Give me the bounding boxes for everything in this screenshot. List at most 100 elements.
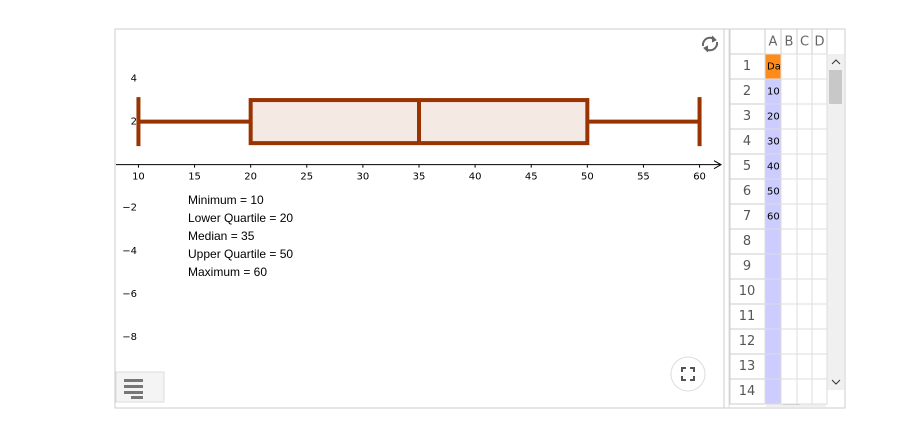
row-header-label: 2 xyxy=(743,84,751,99)
y-tick-label: −2 xyxy=(122,203,137,214)
cell[interactable] xyxy=(811,353,828,380)
y-tick-label: 4 xyxy=(131,74,137,85)
cell-text: 40 xyxy=(767,162,780,173)
cell[interactable] xyxy=(811,253,828,280)
cell[interactable] xyxy=(796,278,813,305)
cell[interactable] xyxy=(764,328,782,355)
column-header-label: B xyxy=(785,35,794,50)
cell[interactable] xyxy=(811,103,828,130)
annotation: Maximum = 60 xyxy=(188,265,267,279)
cell[interactable] xyxy=(780,228,798,255)
keyboard-button[interactable] xyxy=(115,371,165,403)
cell[interactable] xyxy=(780,128,798,155)
cell-text: 10 xyxy=(767,87,780,98)
cell[interactable] xyxy=(780,153,798,180)
cell[interactable] xyxy=(811,328,828,355)
fullscreen-button[interactable] xyxy=(670,356,706,392)
row-header xyxy=(729,128,766,155)
cell[interactable] xyxy=(811,178,828,205)
annotation: Median = 35 xyxy=(188,229,255,243)
row-header-label: 13 xyxy=(739,359,756,374)
y-tick-label: −8 xyxy=(122,332,137,343)
cell[interactable] xyxy=(764,253,782,280)
x-tick-label: 45 xyxy=(525,172,538,183)
cell[interactable] xyxy=(764,228,782,255)
cell[interactable] xyxy=(811,203,828,230)
cell[interactable] xyxy=(811,53,828,80)
cell[interactable] xyxy=(811,278,828,305)
x-tick-label: 40 xyxy=(469,172,482,183)
row-header-label: 11 xyxy=(739,309,756,324)
cell[interactable] xyxy=(780,378,798,405)
cell[interactable] xyxy=(796,53,813,80)
cell[interactable] xyxy=(811,303,828,330)
cell[interactable] xyxy=(780,178,798,205)
cell[interactable] xyxy=(764,303,782,330)
cell[interactable] xyxy=(796,203,813,230)
y-tick-label: 2 xyxy=(131,117,137,128)
cell[interactable] xyxy=(796,328,813,355)
x-tick-label: 60 xyxy=(693,172,706,183)
cell[interactable] xyxy=(796,128,813,155)
cell[interactable] xyxy=(780,353,798,380)
cell[interactable] xyxy=(796,378,813,405)
cell[interactable] xyxy=(780,53,798,80)
cell[interactable] xyxy=(780,303,798,330)
x-tick-label: 10 xyxy=(132,172,145,183)
row-header-label: 5 xyxy=(743,159,751,174)
column-header-label: D xyxy=(814,35,824,50)
row-header xyxy=(729,328,766,355)
row-header xyxy=(729,78,766,105)
y-tick-label: −4 xyxy=(122,246,137,257)
x-tick-label: 15 xyxy=(188,172,201,183)
cell[interactable] xyxy=(764,353,782,380)
cell[interactable] xyxy=(796,78,813,105)
row-header xyxy=(729,53,766,80)
cell[interactable] xyxy=(796,228,813,255)
cell-text: Da xyxy=(767,62,781,73)
cell-text: 20 xyxy=(767,112,780,123)
v-scrollbar[interactable] xyxy=(827,54,844,390)
cell-text: 30 xyxy=(767,137,780,148)
x-tick-label: 55 xyxy=(637,172,650,183)
x-tick-label: 30 xyxy=(357,172,370,183)
cell[interactable] xyxy=(780,253,798,280)
row-header xyxy=(729,228,766,255)
refresh-button[interactable] xyxy=(701,35,719,53)
cell[interactable] xyxy=(796,303,813,330)
cell[interactable] xyxy=(796,178,813,205)
cell[interactable] xyxy=(796,253,813,280)
row-header-label: 14 xyxy=(739,384,756,399)
cell-text: 60 xyxy=(767,212,780,223)
row-header-label: 8 xyxy=(743,234,751,249)
cell[interactable] xyxy=(796,353,813,380)
cell[interactable] xyxy=(811,153,828,180)
cell[interactable] xyxy=(811,78,828,105)
row-header-label: 10 xyxy=(739,284,756,299)
column-header-label: A xyxy=(769,35,778,50)
x-tick-label: 20 xyxy=(244,172,257,183)
cell[interactable] xyxy=(796,103,813,130)
cell[interactable] xyxy=(780,103,798,130)
annotation: Upper Quartile = 50 xyxy=(188,247,293,261)
cell[interactable] xyxy=(811,228,828,255)
y-tick-label: −6 xyxy=(122,289,137,300)
cell[interactable] xyxy=(780,78,798,105)
annotation: Lower Quartile = 20 xyxy=(188,211,293,225)
cell[interactable] xyxy=(764,378,782,405)
row-header xyxy=(729,178,766,205)
cell[interactable] xyxy=(780,278,798,305)
row-header-label: 12 xyxy=(739,334,756,349)
cell[interactable] xyxy=(780,203,798,230)
cell[interactable] xyxy=(796,153,813,180)
x-axis-arrow xyxy=(713,160,723,170)
row-header-label: 6 xyxy=(743,184,751,199)
row-header-label: 3 xyxy=(743,109,751,124)
cell[interactable] xyxy=(811,378,828,405)
app-frame xyxy=(114,28,846,409)
cell[interactable] xyxy=(764,278,782,305)
cell[interactable] xyxy=(811,128,828,155)
row-header xyxy=(729,378,766,405)
cell[interactable] xyxy=(780,328,798,355)
